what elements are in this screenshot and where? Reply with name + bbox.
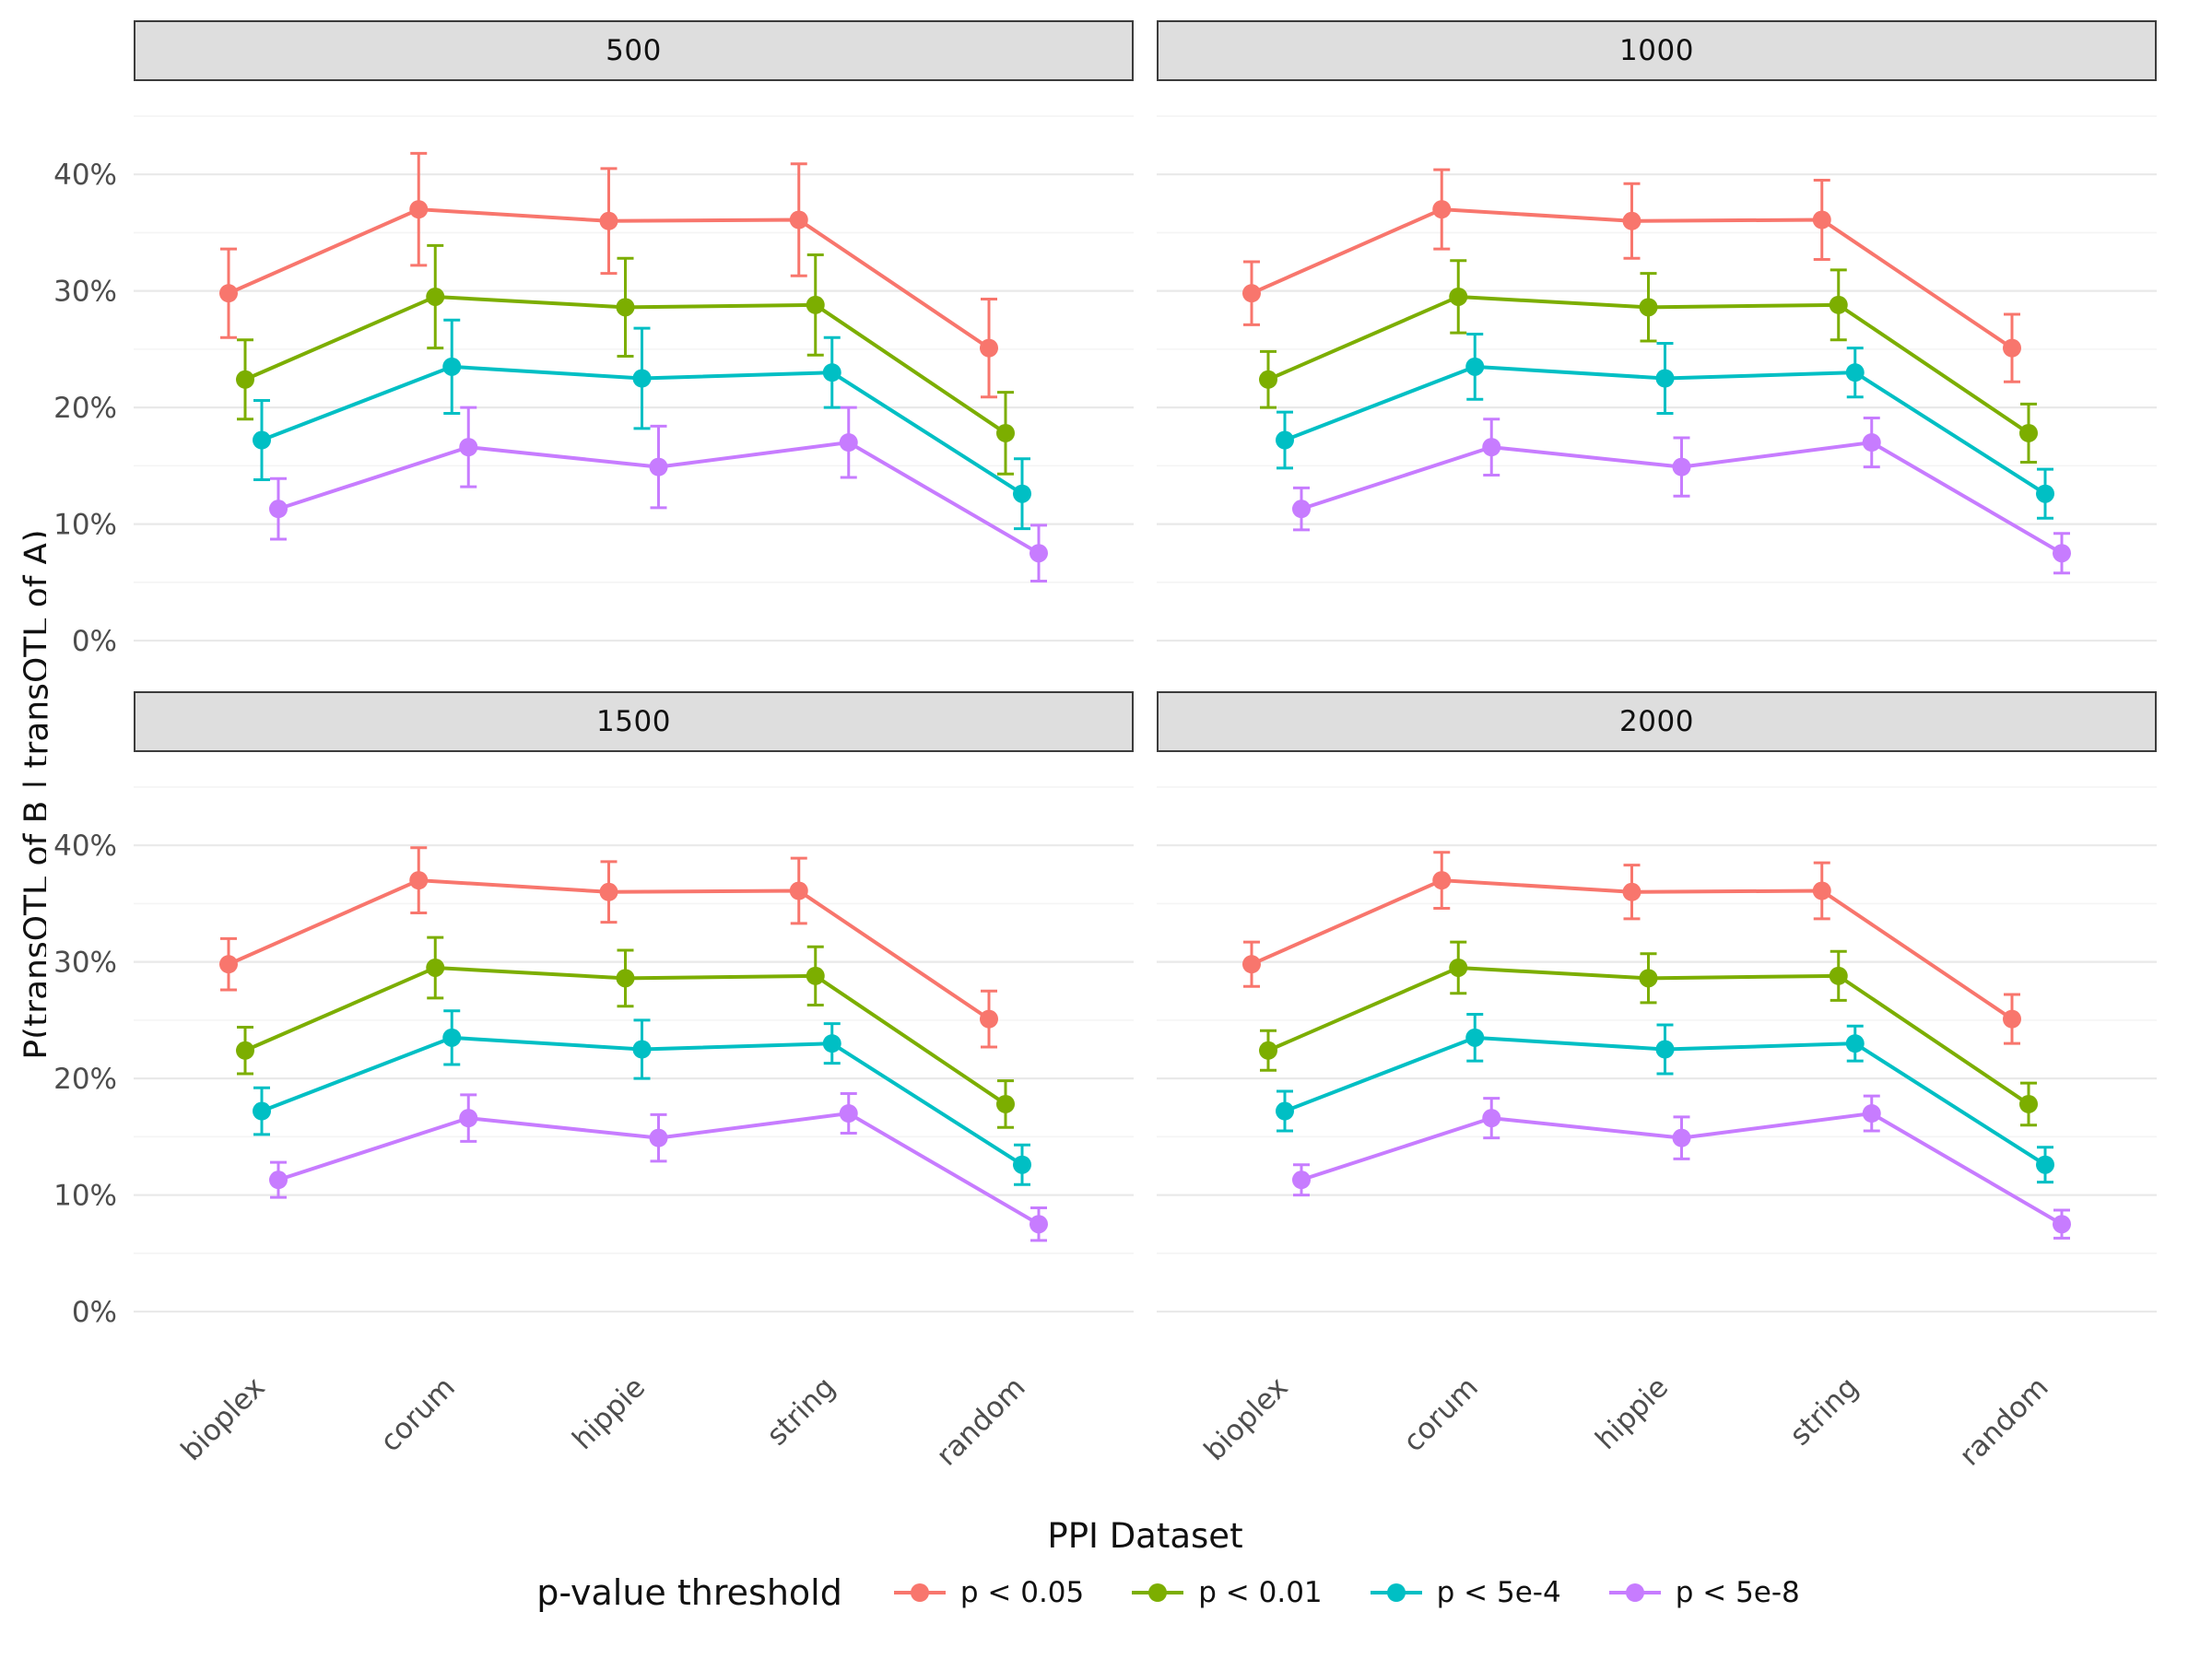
x-axis-title: PPI Dataset [1047,1516,1243,1556]
svg-text:hippie: hippie [566,1371,652,1456]
svg-text:20%: 20% [53,392,117,425]
legend-item-p-5e-8: p < 5e-8 [1606,1574,1800,1611]
svg-text:20%: 20% [53,1063,117,1096]
legend-key-icon [1608,1583,1661,1602]
svg-text:40%: 40% [53,159,117,192]
facet-1500: 1500 0% 10% 20% 30% 40% bioplex corum hippie str… [46,691,1134,1508]
svg-text:0%: 0% [72,1296,117,1329]
legend-key-icon [1132,1583,1184,1602]
facet-500: 500 0% 10% 20% 30% 40% [46,20,1134,680]
svg-text:bioplex: bioplex [1198,1371,1295,1467]
facet-1000: 1000 [1157,20,2157,680]
svg-text:string: string [760,1371,841,1452]
legend-item-p-0-01: p < 0.01 [1128,1574,1323,1611]
svg-text:40%: 40% [53,830,117,863]
svg-text:corum: corum [1397,1371,1485,1458]
facet-grid: 500 0% 10% 20% 30% 40% 1000 1500 0% 10% 20% 30%… [46,20,2157,1508]
facet-panel-2000: bioplex corum hippie string random [1157,752,2157,1508]
svg-text:30%: 30% [53,276,117,309]
legend-key-icon [893,1583,946,1602]
facet-strip-1500: 1500 [134,691,1134,752]
svg-text:10%: 10% [53,509,117,542]
svg-text:corum: corum [374,1371,462,1458]
svg-text:random: random [1953,1371,2054,1472]
svg-text:hippie: hippie [1589,1371,1675,1456]
svg-text:bioplex: bioplex [175,1371,272,1467]
svg-text:0%: 0% [72,625,117,658]
svg-text:random: random [930,1371,1031,1472]
facet-panel-1000 [1157,81,2157,680]
facet-strip-2000: 2000 [1157,691,2157,752]
legend-item-p-5e-4: p < 5e-4 [1367,1574,1561,1611]
svg-text:string: string [1783,1371,1865,1452]
facet-panel-500: 0% 10% 20% 30% 40% [46,81,1134,680]
facet-strip-500: 500 [134,20,1134,81]
facet-2000: 2000 bioplex corum hippie string random [1157,691,2157,1508]
svg-text:10%: 10% [53,1180,117,1213]
legend-item-label: p < 0.05 [959,1576,1085,1609]
legend-item-label: p < 5e-4 [1436,1576,1561,1609]
legend-item-label: p < 0.01 [1198,1576,1323,1609]
legend-key-icon [1370,1583,1422,1602]
facet-strip-1000: 1000 [1157,20,2157,81]
facet-panel-1500: 0% 10% 20% 30% 40% bioplex corum hippie string ra… [46,752,1134,1508]
legend-title: p-value threshold [536,1572,842,1613]
legend-item-label: p < 5e-8 [1675,1576,1800,1609]
svg-text:30%: 30% [53,947,117,980]
legend-item-p-0-05: p < 0.05 [890,1574,1084,1611]
legend: p-value threshold p < 0.05 p < 0.01 p < … [134,1572,2203,1613]
